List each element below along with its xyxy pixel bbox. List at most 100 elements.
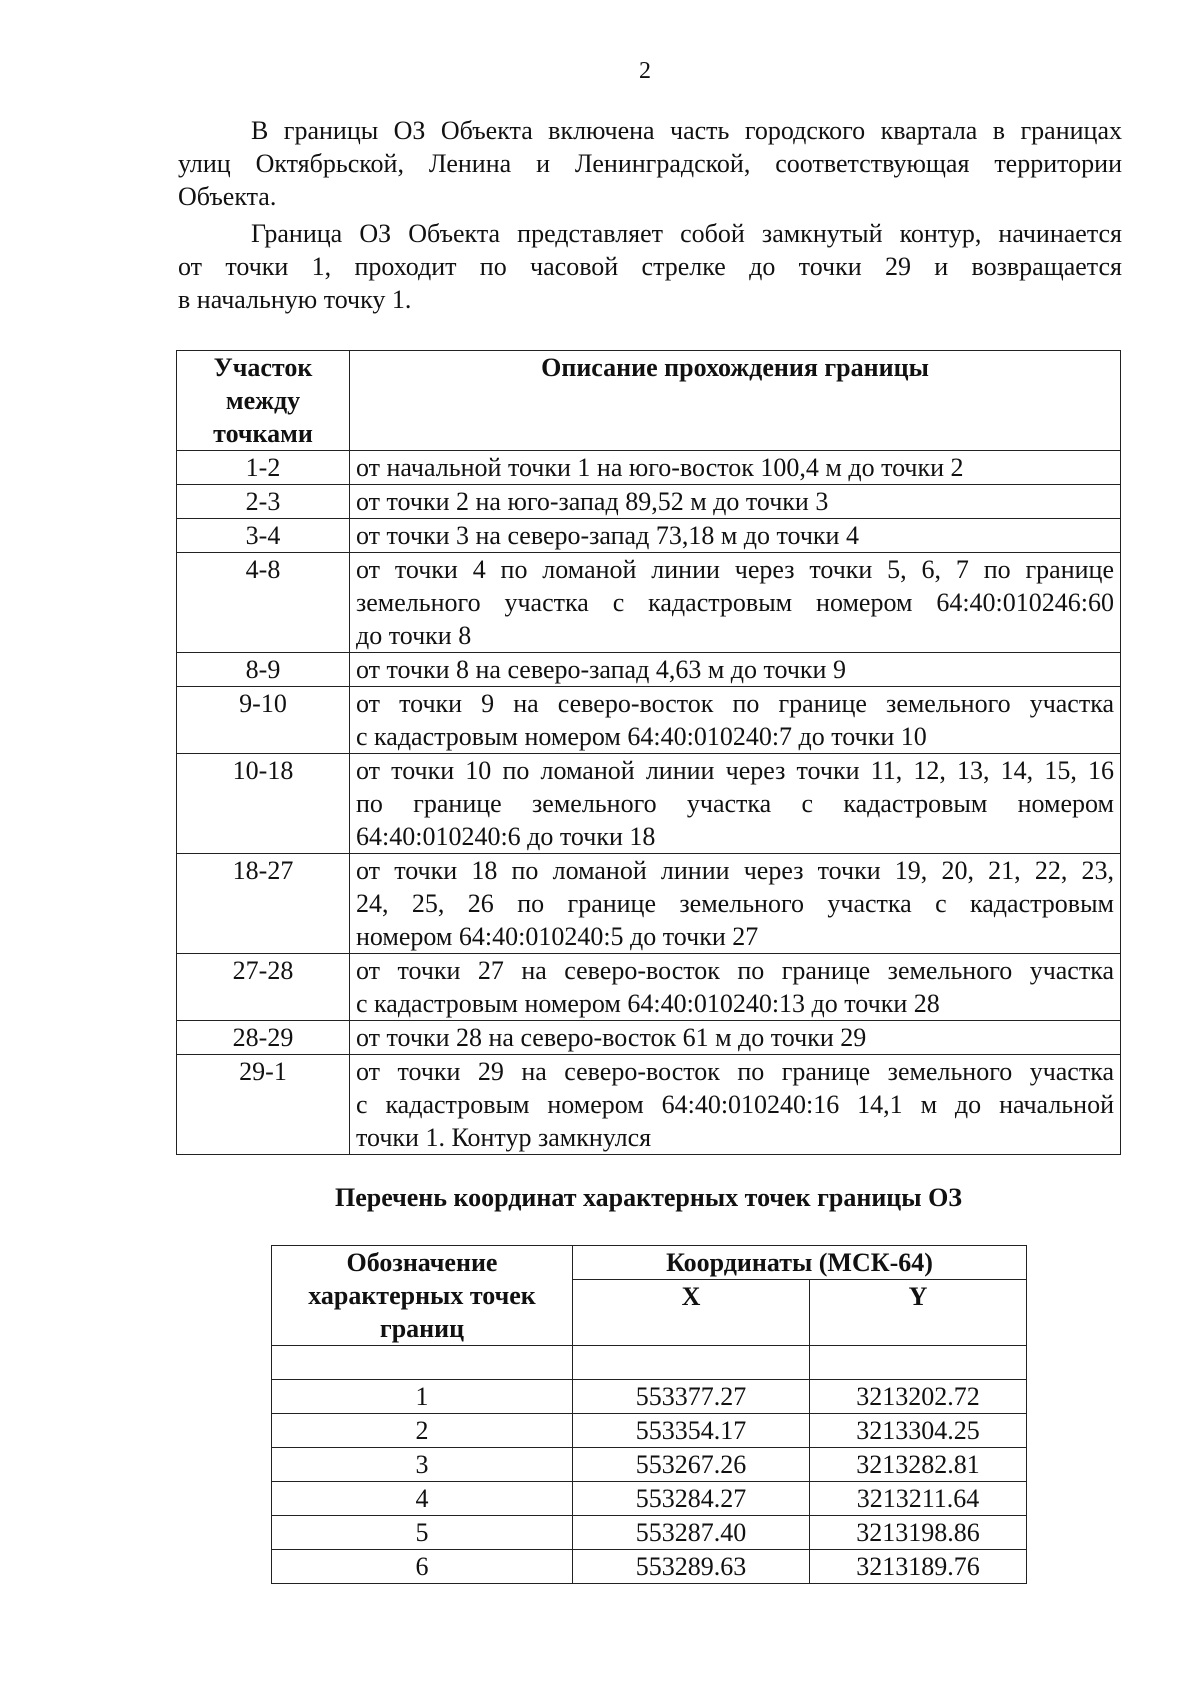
description-line: от точки 8 на северо-запад 4,63 м до точ… bbox=[356, 655, 846, 684]
y-cell: 3213189.76 bbox=[809, 1549, 1027, 1584]
table-row: 4-8 от точки 4 по ломаной линии через точ… bbox=[176, 552, 1121, 653]
header-line: Участок bbox=[213, 353, 313, 382]
table-row: 29-1 от точки 29 на северо-восток по гран… bbox=[176, 1054, 1121, 1155]
segment-cell: 4-8 bbox=[176, 552, 350, 653]
paragraph-2: Граница ОЗ Объекта представляет собой за… bbox=[178, 217, 1122, 316]
header-y: Y bbox=[809, 1279, 1027, 1346]
segment-cell: 29-1 bbox=[176, 1054, 350, 1155]
y-cell: 3213211.64 bbox=[809, 1481, 1027, 1516]
point-cell: 3 bbox=[271, 1447, 573, 1482]
table-row: 3 553267.26 3213282.81 bbox=[271, 1447, 1027, 1482]
y-cell: 3213304.25 bbox=[809, 1413, 1027, 1448]
header-line: характерных точек bbox=[308, 1281, 536, 1310]
description-cell: от точки 18 по ломаной линии через точки… bbox=[349, 853, 1121, 954]
description-cell: от точки 27 на северо-восток по границе … bbox=[349, 953, 1121, 1021]
description-line: от точки 3 на северо-запад 73,18 м до то… bbox=[356, 521, 859, 550]
description-line: 64:40:010240:6 до точки 18 bbox=[356, 822, 656, 851]
segment-cell: 1-2 bbox=[176, 450, 350, 485]
boundary-table: Участок между точками Описание прохожден… bbox=[176, 350, 1121, 1155]
x-cell: 553289.63 bbox=[572, 1549, 810, 1584]
table-row: 6 553289.63 3213189.76 bbox=[271, 1549, 1027, 1584]
description-cell: от точки 2 на юго-запад 89,52 м до точки… bbox=[349, 484, 1121, 519]
description-cell: от начальной точки 1 на юго-восток 100,4… bbox=[349, 450, 1121, 485]
table-header-row: Обозначение характерных точек границ Коо… bbox=[271, 1244, 1027, 1346]
paragraph-1: В границы ОЗ Объекта включена часть горо… bbox=[178, 114, 1122, 213]
table-row: 2 553354.17 3213304.25 bbox=[271, 1413, 1027, 1448]
description-line: от точки 28 на северо-восток 61 м до точ… bbox=[356, 1023, 867, 1052]
description-cell: от точки 28 на северо-восток 61 м до точ… bbox=[349, 1020, 1121, 1055]
description-line: от точки 9 на северо-восток по границе з… bbox=[356, 689, 1114, 718]
paragraph-line: Объекта. bbox=[178, 182, 277, 211]
table-row: 18-27 от точки 18 по ломаной линии через … bbox=[176, 853, 1121, 954]
segment-cell: 18-27 bbox=[176, 853, 350, 954]
paragraph-line: от точки 1, проходит по часовой стрелке … bbox=[178, 252, 1122, 281]
table-row: 8-9 от точки 8 на северо-запад 4,63 м до … bbox=[176, 652, 1121, 687]
table-header-row: Участок между точками Описание прохожден… bbox=[176, 350, 1121, 451]
table-row: 28-29 от точки 28 на северо-восток 61 м д… bbox=[176, 1020, 1121, 1055]
table-row: 1-2 от начальной точки 1 на юго-восток 10… bbox=[176, 450, 1121, 485]
description-line: от точки 4 по ломаной линии через точки … bbox=[356, 555, 1114, 584]
description-line: номером 64:40:010240:5 до точки 27 bbox=[356, 922, 759, 951]
description-line: с кадастровым номером 64:40:010240:13 до… bbox=[356, 989, 940, 1018]
y-cell: 3213198.86 bbox=[809, 1515, 1027, 1550]
table-row: 27-28 от точки 27 на северо-восток по гра… bbox=[176, 953, 1121, 1021]
header-line: границ bbox=[379, 1314, 465, 1343]
paragraph-line: В границы ОЗ Объекта включена часть горо… bbox=[251, 116, 1122, 145]
header-line: точками bbox=[213, 419, 313, 448]
header-line: между bbox=[225, 386, 301, 415]
description-line: от точки 29 на северо-восток по границе … bbox=[356, 1057, 1114, 1086]
header-x: X bbox=[572, 1279, 810, 1346]
x-cell: 553287.40 bbox=[572, 1515, 810, 1550]
description-cell: от точки 3 на северо-запад 73,18 м до то… bbox=[349, 518, 1121, 553]
description-cell: от точки 9 на северо-восток по границе з… bbox=[349, 686, 1121, 754]
description-line: 24, 25, 26 по границе земельного участка… bbox=[356, 889, 1114, 918]
x-cell: 553284.27 bbox=[572, 1481, 810, 1516]
page-number: 2 bbox=[639, 58, 651, 84]
description-line: с кадастровым номером 64:40:010240:7 до … bbox=[356, 722, 927, 751]
segment-cell: 10-18 bbox=[176, 753, 350, 854]
paragraph-line: Граница ОЗ Объекта представляет собой за… bbox=[251, 219, 1122, 248]
description-cell: от точки 29 на северо-восток по границе … bbox=[349, 1054, 1121, 1155]
description-line: земельного участка с кадастровым номером… bbox=[356, 588, 1114, 617]
description-line: от точки 10 по ломаной линии через точки… bbox=[356, 756, 1114, 785]
empty-cell bbox=[271, 1345, 573, 1380]
table-row: 1 553377.27 3213202.72 bbox=[271, 1379, 1027, 1414]
point-cell: 1 bbox=[271, 1379, 573, 1414]
description-line: от точки 18 по ломаной линии через точки… bbox=[356, 856, 1114, 885]
x-cell: 553267.26 bbox=[572, 1447, 810, 1482]
header-segment: Участок между точками bbox=[176, 350, 350, 451]
header-point: Обозначение характерных точек границ bbox=[271, 1245, 573, 1346]
segment-cell: 3-4 bbox=[176, 518, 350, 553]
point-cell: 6 bbox=[271, 1549, 573, 1584]
point-cell: 2 bbox=[271, 1413, 573, 1448]
description-line: от начальной точки 1 на юго-восток 100,4… bbox=[356, 453, 964, 482]
description-cell: от точки 8 на северо-запад 4,63 м до точ… bbox=[349, 652, 1121, 687]
x-cell: 553354.17 bbox=[572, 1413, 810, 1448]
description-line: с кадастровым номером 64:40:010240:16 14… bbox=[356, 1090, 1114, 1119]
segment-cell: 9-10 bbox=[176, 686, 350, 754]
coords-heading: Перечень координат характерных точек гра… bbox=[334, 1183, 963, 1212]
coords-table: Обозначение характерных точек границ Коо… bbox=[271, 1244, 1027, 1584]
description-line: по границе земельного участка с кадастро… bbox=[356, 789, 1114, 818]
description-line: до точки 8 bbox=[356, 621, 472, 650]
segment-cell: 8-9 bbox=[176, 652, 350, 687]
y-cell: 3213202.72 bbox=[809, 1379, 1027, 1414]
segment-cell: 28-29 bbox=[176, 1020, 350, 1055]
segment-cell: 27-28 bbox=[176, 953, 350, 1021]
description-line: точки 1. Контур замкнулся bbox=[356, 1123, 652, 1152]
table-row: 3-4 от точки 3 на северо-запад 73,18 м до… bbox=[176, 518, 1121, 553]
description-line: от точки 2 на юго-запад 89,52 м до точки… bbox=[356, 487, 829, 516]
y-cell: 3213282.81 bbox=[809, 1447, 1027, 1482]
x-cell: 553377.27 bbox=[572, 1379, 810, 1414]
table-row: 2-3 от точки 2 на юго-запад 89,52 м до то… bbox=[176, 484, 1121, 519]
header-description: Описание прохождения границы bbox=[349, 350, 1121, 451]
table-row: 10-18 от точки 10 по ломаной линии через … bbox=[176, 753, 1121, 854]
empty-row bbox=[271, 1345, 1027, 1380]
description-cell: от точки 10 по ломаной линии через точки… bbox=[349, 753, 1121, 854]
table-row: 5 553287.40 3213198.86 bbox=[271, 1515, 1027, 1550]
table-header-row: X Y bbox=[272, 1279, 1027, 1346]
table-row: 9-10 от точки 9 на северо-восток по грани… bbox=[176, 686, 1121, 754]
header-line: Обозначение bbox=[346, 1248, 498, 1277]
paragraph-line: улиц Октябрьской, Ленина и Ленинградской… bbox=[178, 149, 1122, 178]
description-cell: от точки 4 по ломаной линии через точки … bbox=[349, 552, 1121, 653]
